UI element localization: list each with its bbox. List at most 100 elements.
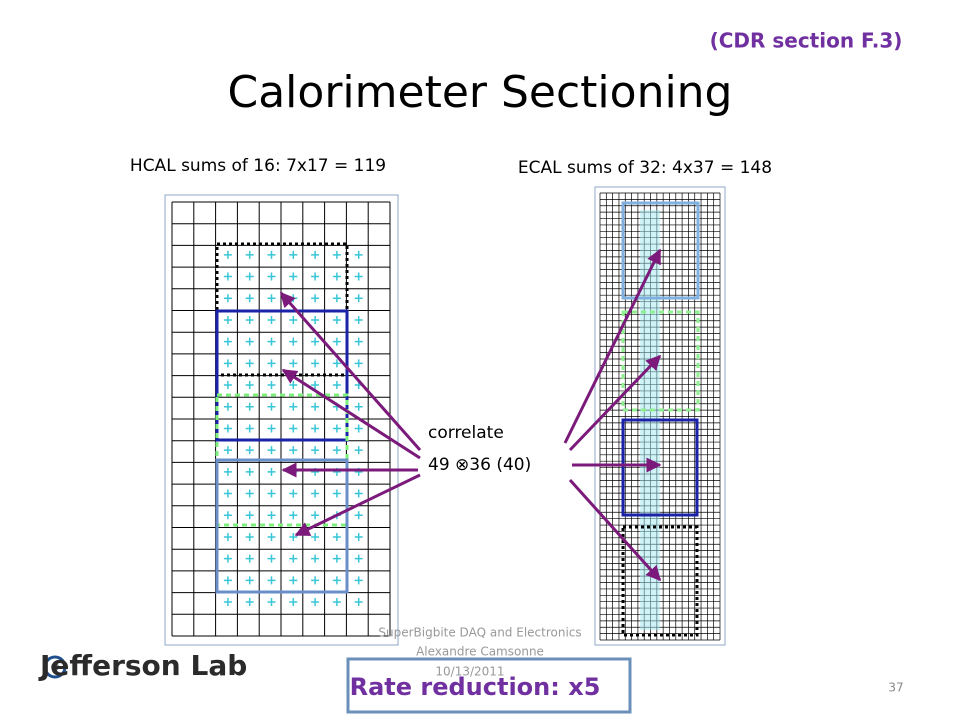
cell-marker — [245, 446, 254, 455]
cell-marker — [223, 424, 232, 433]
cell-marker — [267, 446, 276, 455]
slide-title: Calorimeter Sectioning — [228, 67, 733, 118]
cell-marker — [223, 598, 232, 607]
sum-region — [621, 525, 699, 637]
cell-marker — [223, 359, 232, 368]
cell-marker — [267, 554, 276, 563]
cell-marker — [311, 554, 320, 563]
cell-marker — [289, 337, 298, 346]
cell-marker — [311, 489, 320, 498]
cell-marker — [223, 532, 232, 541]
correlate: correlate — [428, 423, 504, 443]
cell-marker — [289, 489, 298, 498]
cell-marker — [289, 424, 298, 433]
cell-marker — [289, 446, 298, 455]
arrow — [568, 478, 662, 582]
cell-marker — [245, 576, 254, 585]
cell-marker — [245, 424, 254, 433]
arrow — [281, 368, 421, 460]
cell-marker — [267, 489, 276, 498]
callout-box — [346, 657, 632, 714]
cell-marker — [354, 294, 363, 303]
callout-text: Rate reduction: x5 — [350, 673, 601, 701]
cell-marker — [354, 359, 363, 368]
cell-marker — [289, 402, 298, 411]
cell-marker — [354, 511, 363, 520]
cell-marker — [354, 402, 363, 411]
cell-marker — [354, 554, 363, 563]
cell-marker — [311, 576, 320, 585]
cell-marker — [223, 511, 232, 520]
cell-marker — [223, 467, 232, 476]
cell-marker — [223, 294, 232, 303]
cell-marker — [223, 402, 232, 411]
cell-marker — [354, 576, 363, 585]
cell-marker — [245, 467, 254, 476]
arrows — [279, 248, 662, 582]
cell-marker — [289, 598, 298, 607]
cell-marker — [223, 446, 232, 455]
cell-marker — [267, 315, 276, 324]
cell-marker — [354, 250, 363, 259]
hcal-label: HCAL sums of 16: 7x17 = 119 — [130, 156, 386, 176]
sum-region — [621, 310, 700, 412]
cell-marker — [245, 250, 254, 259]
cell-marker — [223, 576, 232, 585]
cell-marker — [332, 250, 341, 259]
ecal-grid — [594, 186, 726, 646]
cell-marker — [354, 315, 363, 324]
cell-marker — [267, 250, 276, 259]
cell-marker — [311, 598, 320, 607]
cell-marker — [245, 532, 254, 541]
arrow — [568, 354, 662, 452]
cell-marker — [332, 315, 341, 324]
cell-marker — [267, 532, 276, 541]
cell-marker — [245, 337, 254, 346]
ecal-label: ECAL sums of 32: 4x37 = 148 — [518, 158, 772, 178]
arrow — [563, 248, 662, 444]
cell-marker — [332, 489, 341, 498]
cell-marker — [245, 554, 254, 563]
cell-marker — [332, 576, 341, 585]
sum-region — [621, 201, 700, 300]
cell-marker — [223, 381, 232, 390]
cell-marker — [267, 424, 276, 433]
cell-marker — [332, 598, 341, 607]
cell-marker — [223, 250, 232, 259]
cell-marker — [354, 598, 363, 607]
cell-marker — [245, 359, 254, 368]
arrow — [279, 291, 422, 451]
cell-marker — [223, 272, 232, 281]
cell-marker — [267, 576, 276, 585]
cell-marker — [245, 272, 254, 281]
footer-text: Alexandre Camsonne — [416, 645, 544, 659]
cell-marker — [289, 359, 298, 368]
correlate-numbers: 49 ⊗36 (40) — [428, 455, 531, 475]
cell-marker — [267, 402, 276, 411]
sum-region — [621, 418, 699, 517]
cell-marker — [354, 424, 363, 433]
cell-marker — [245, 511, 254, 520]
cell-marker — [311, 446, 320, 455]
cell-marker — [289, 272, 298, 281]
cell-marker — [332, 532, 341, 541]
cell-marker — [245, 489, 254, 498]
cell-marker — [332, 446, 341, 455]
cell-marker — [354, 532, 363, 541]
sum-region — [215, 458, 349, 594]
cell-marker — [267, 598, 276, 607]
cell-marker — [311, 294, 320, 303]
cell-marker — [332, 554, 341, 563]
cell-marker — [354, 489, 363, 498]
cell-marker — [332, 337, 341, 346]
cell-marker — [267, 337, 276, 346]
arrow — [294, 473, 421, 537]
logo-mark — [43, 655, 67, 679]
cell-marker — [289, 315, 298, 324]
logo-mark — [51, 663, 59, 671]
cell-marker — [311, 381, 320, 390]
cell-marker — [223, 554, 232, 563]
reference: (CDR section F.3) — [710, 29, 903, 53]
sum-region — [215, 309, 349, 442]
